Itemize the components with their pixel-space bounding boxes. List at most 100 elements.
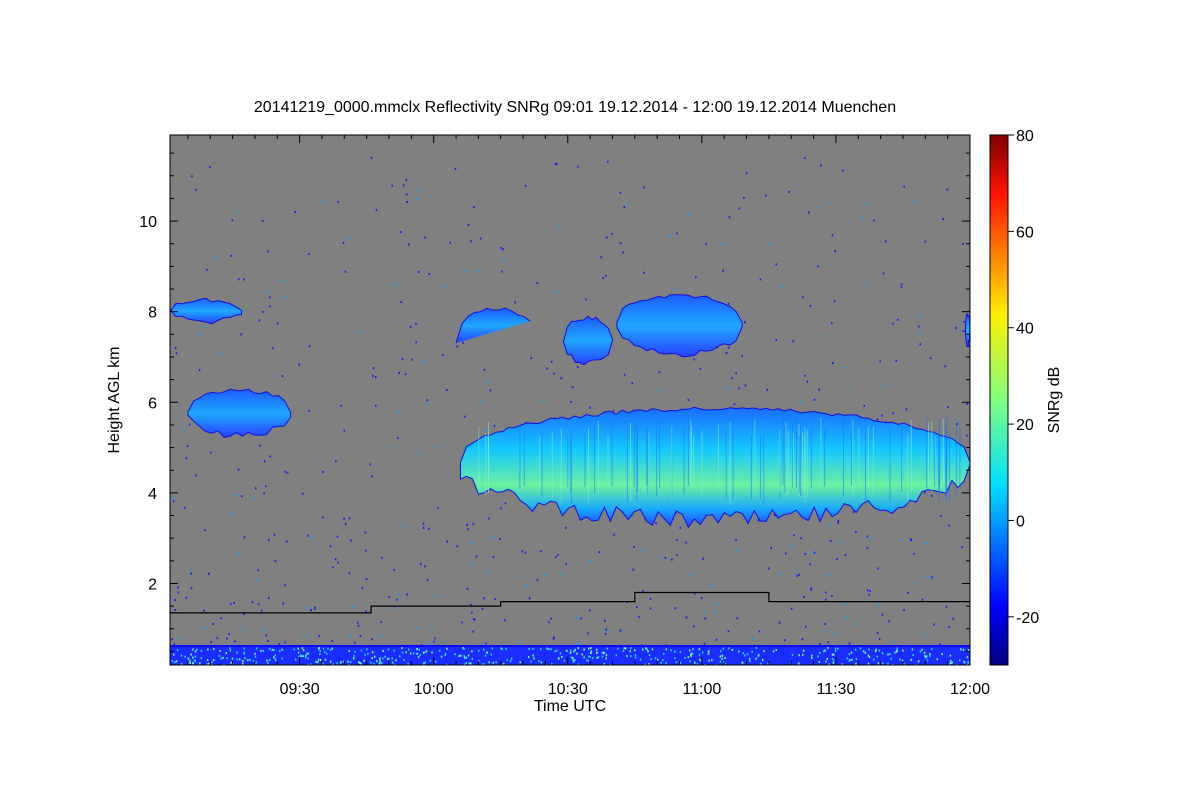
ground-speck [174,661,176,664]
ground-speck [645,647,647,650]
noise-speck [437,506,439,509]
noise-speck [919,314,922,317]
noise-speck [727,386,730,389]
noise-speck [329,545,332,548]
ground-speck [921,648,923,651]
noise-speck [504,619,506,622]
noise-speck [423,361,426,364]
noise-speck [276,322,279,325]
noise-speck [393,568,395,571]
ground-speck [548,648,550,651]
ground-speck [495,661,497,664]
ground-speck [665,648,668,651]
ground-speck [379,661,382,664]
ground-speck [319,653,321,656]
ground-speck [699,658,701,661]
ground-speck [700,660,702,662]
noise-speck [716,603,719,606]
ground-speck [532,647,534,650]
noise-speck [294,211,296,213]
ground-speck [469,662,472,665]
noise-speck [488,517,490,520]
noise-speck [705,243,707,246]
noise-speck [473,206,475,209]
ground-speck [684,656,686,659]
noise-speck [606,236,608,239]
noise-speck [676,288,678,290]
ground-speck [615,654,618,657]
noise-speck [261,629,264,631]
ground-speck [665,661,667,664]
ground-speck [231,657,234,660]
noise-speck [731,377,733,380]
ground-speck [923,651,926,654]
noise-speck [543,400,545,403]
noise-speck [613,533,615,536]
ground-speck [509,660,512,663]
noise-speck [844,554,847,556]
ground-speck [381,662,383,664]
noise-speck [727,630,730,633]
noise-speck [801,638,804,641]
noise-speck [499,537,501,540]
noise-speck [388,596,390,598]
noise-speck [831,322,833,325]
noise-speck [274,560,277,563]
noise-speck [891,640,893,643]
ground-speck [601,655,604,658]
noise-speck [800,401,803,404]
noise-speck [623,373,626,376]
ground-speck [419,653,422,656]
noise-speck [420,563,422,566]
ground-speck [775,649,777,652]
noise-speck [536,282,538,284]
colorbar-tick-label: 80 [1016,128,1034,145]
ground-speck [194,655,197,658]
noise-speck [471,562,473,565]
ground-speck [694,661,696,664]
noise-speck [560,377,562,380]
ground-speck [275,659,277,662]
noise-speck [631,382,633,385]
noise-speck [191,569,193,572]
ground-speck [931,648,933,651]
noise-speck [553,636,555,639]
noise-speck [700,597,703,600]
ground-speck [180,654,183,657]
noise-speck [968,344,970,347]
ground-speck [386,657,389,660]
x-axis-label: Time UTC [533,698,607,715]
ground-speck [387,648,390,651]
noise-speck [795,569,798,572]
noise-speck [605,628,607,631]
ground-speck [424,661,426,664]
noise-speck [206,268,208,271]
noise-speck [768,567,770,570]
noise-speck [577,366,579,369]
noise-speck [348,572,351,575]
ground-speck [229,647,231,650]
colorbar-tick-label: 0 [1016,513,1025,530]
noise-speck [813,398,816,401]
noise-speck [375,208,378,211]
noise-speck [733,403,736,406]
ground-speck [949,659,952,662]
noise-speck [310,536,312,539]
ground-speck [510,657,513,660]
ground-speck [966,656,969,659]
noise-speck [939,643,941,646]
noise-speck [199,331,201,333]
ground-speck [862,650,865,653]
noise-speck [454,167,457,170]
ground-speck [924,654,926,657]
noise-speck [464,415,466,418]
noise-speck [260,609,263,612]
noise-speck [514,301,516,304]
ground-speck [243,651,246,654]
ground-speck [367,652,369,655]
ground-speck [395,659,397,662]
noise-speck [372,374,374,377]
ground-speck [220,657,223,660]
ground-speck [324,658,327,661]
ground-speck [278,650,281,653]
